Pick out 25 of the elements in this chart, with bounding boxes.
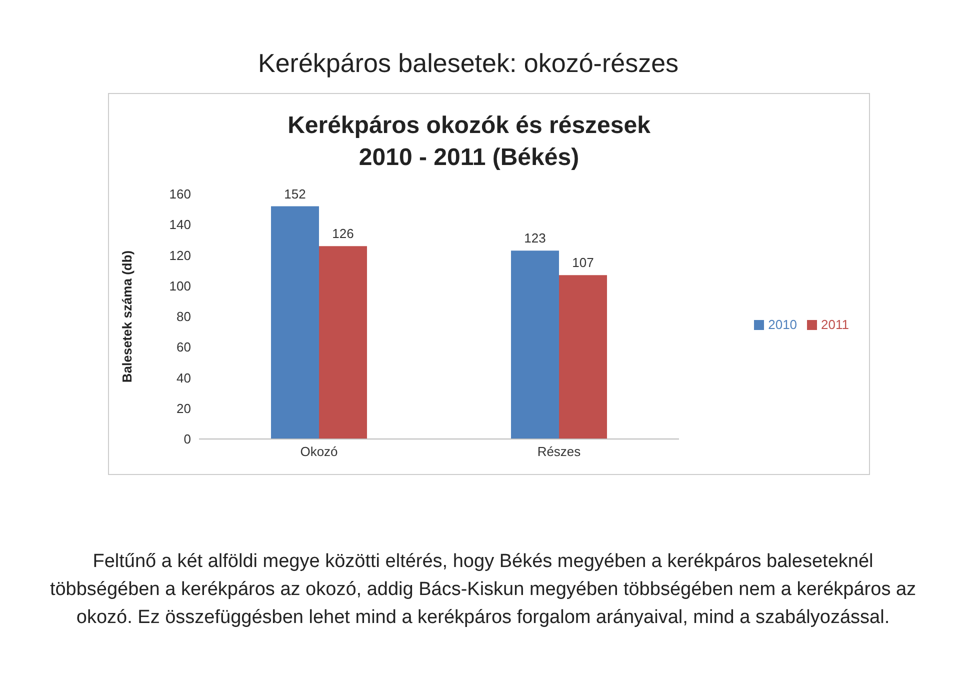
text: Feltűnő a két alföldi megye közötti eltérés, hogy Békés megyében a kerékpáros baleseteknél többségében a kerékpáros az okozó, addig Bács-Kiskun megyében többségében nem a kerékpáros az okozó. Ez összefüggésben lehet mind a kerékpáros forgalom arányaival, mind a szabályozással. xyxy=(48,550,918,630)
y-tick-label: 160 xyxy=(169,186,191,202)
x-tick-label: Okozó xyxy=(300,444,338,460)
data-label: 107 xyxy=(572,255,594,270)
text: Kerékpáros balesetek: okozó-részes xyxy=(258,48,679,79)
bar xyxy=(559,275,607,439)
data-label: 126 xyxy=(332,226,354,242)
y-tick-label: 80 xyxy=(176,309,191,324)
chart-title: Kerékpáros okozók és részesek 2010 - 2011 (Békés) xyxy=(286,111,652,173)
data-label: 152 xyxy=(284,186,306,202)
data-label: 123 xyxy=(524,230,546,246)
bar xyxy=(271,206,319,439)
y-tick-label: 100 xyxy=(169,278,191,294)
bar xyxy=(319,246,367,439)
y-tick-label: 40 xyxy=(176,370,191,386)
legend-label: 2011 xyxy=(821,316,849,332)
y-tick-label: 120 xyxy=(169,248,191,263)
y-tick-label: 0 xyxy=(184,432,191,447)
bar xyxy=(511,250,559,439)
legend-label: 2010 xyxy=(768,316,798,332)
x-tick-label: Részes xyxy=(537,444,582,460)
y-axis-title: Balesetek száma (db) xyxy=(120,250,135,383)
y-tick-label: 140 xyxy=(169,217,191,232)
y-tick-label: 20 xyxy=(176,400,191,416)
y-tick-label: 60 xyxy=(176,340,191,355)
